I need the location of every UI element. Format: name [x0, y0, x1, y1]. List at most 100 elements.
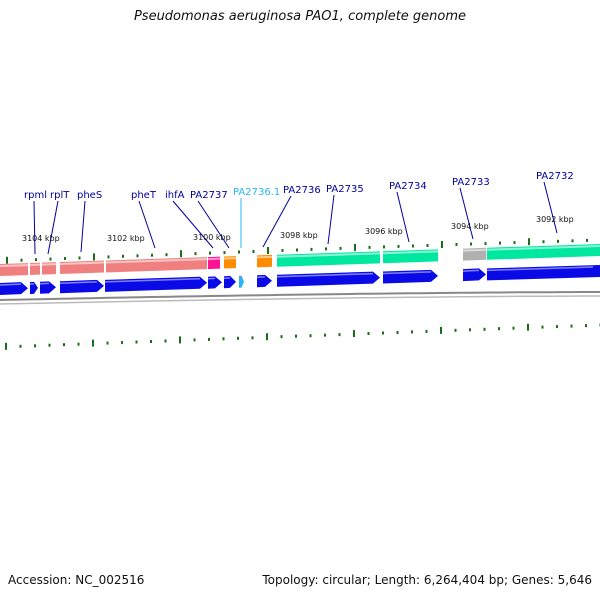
leader-line — [327, 194, 335, 245]
leader-line — [459, 187, 474, 240]
outer-tick — [455, 243, 458, 246]
outer-tick — [180, 250, 182, 258]
outer-tick — [383, 245, 385, 249]
inner-tick — [469, 328, 471, 332]
backbone-arc-inner — [0, 295, 600, 305]
inner-tick — [237, 336, 239, 340]
inner-tick — [454, 328, 457, 332]
feature-highlight — [462, 248, 487, 252]
gene-label: PA2736.1 — [233, 187, 280, 198]
gene-arrow-highlight — [59, 281, 98, 284]
accession-text: Accession: NC_002516 — [8, 573, 145, 587]
scale-labels: 3104 kbp 3102 kbp 3100 kbp 3098 kbp 3096 kbp… — [22, 215, 574, 243]
inner-tick — [324, 333, 326, 337]
gene-label: rpml — [24, 190, 47, 201]
scale-label: 3092 kbp — [536, 215, 574, 224]
outer-tick — [194, 252, 197, 256]
gene-label: PA2736 — [283, 185, 321, 196]
inner-tick — [512, 326, 515, 330]
outer-tick-track — [6, 238, 588, 264]
feature-track — [0, 244, 600, 276]
outer-tick — [136, 254, 139, 258]
inner-tick — [179, 336, 181, 344]
outer-tick — [296, 248, 298, 252]
outer-tick — [49, 257, 52, 261]
gene-label: PA2735 — [326, 184, 364, 195]
inner-tick — [251, 336, 254, 340]
outer-tick — [238, 250, 240, 254]
gene-arrow — [257, 274, 272, 288]
outer-tick — [325, 247, 327, 251]
inner-tick — [63, 343, 65, 347]
outer-tick — [35, 258, 37, 262]
scale-label: 3098 kbp — [280, 231, 318, 240]
outer-tick — [93, 253, 95, 261]
outer-tick — [397, 244, 400, 248]
outer-tick — [354, 243, 356, 251]
inner-tick — [135, 340, 138, 344]
inner-tick — [440, 326, 442, 334]
outer-tick — [557, 239, 559, 243]
scale-label: 3096 kbp — [365, 227, 403, 236]
inner-tick — [34, 344, 36, 348]
outer-tick — [542, 240, 545, 244]
map-title: Pseudomonas aeruginosa PAO1, complete ge… — [133, 9, 467, 24]
outer-tick — [107, 255, 110, 259]
inner-tick — [498, 327, 500, 331]
outer-tick — [122, 254, 124, 258]
inner-tick-track — [5, 323, 600, 350]
inner-tick — [483, 327, 486, 331]
backbone — [0, 291, 600, 305]
inner-tick — [338, 333, 341, 337]
outer-tick — [368, 245, 371, 249]
outer-tick — [339, 246, 342, 250]
inner-tick — [48, 343, 51, 347]
feature-highlight — [486, 245, 600, 251]
gene-arrow — [208, 276, 222, 289]
inner-tick — [527, 323, 529, 331]
outer-tick — [528, 238, 530, 246]
inner-tick — [570, 324, 573, 328]
outer-tick — [412, 244, 414, 248]
inner-tick — [585, 324, 587, 328]
outer-tick — [64, 257, 66, 260]
inner-tick — [396, 331, 399, 334]
outer-tick — [470, 242, 472, 246]
leader-line — [47, 200, 59, 255]
outer-tick — [571, 239, 574, 243]
inner-tick — [193, 338, 196, 342]
inner-tick — [411, 330, 413, 334]
scale-label: 3104 kbp — [22, 234, 60, 243]
gene-label: ihfA — [165, 190, 185, 201]
inner-tick — [556, 325, 558, 329]
inner-tick — [382, 331, 384, 335]
feature-highlight — [382, 250, 439, 255]
inner-tick — [121, 341, 123, 345]
gene-label: pheT — [131, 190, 157, 201]
inner-tick — [295, 334, 297, 338]
feature-highlight — [105, 258, 208, 264]
scale-label: 3102 kbp — [107, 234, 145, 243]
gene-labels: rpml rplT pheS pheT ihfA PA2737 PA2736.1 PA2736… — [24, 171, 574, 201]
inner-tick — [106, 341, 109, 345]
inner-tick — [92, 339, 94, 347]
feature-highlight — [0, 264, 29, 267]
leader-line — [80, 200, 86, 253]
gene-arrow-highlight — [276, 272, 374, 278]
outer-tick — [78, 256, 81, 260]
inner-tick — [164, 339, 167, 343]
backbone-arc-outer — [0, 291, 600, 301]
gene-arrow — [30, 281, 38, 295]
inner-tick — [353, 330, 355, 338]
gene-label: PA2734 — [389, 181, 427, 192]
label-leader-lines — [33, 181, 558, 255]
gene-label: PA2737 — [190, 190, 228, 201]
gene-arrow-highlight — [0, 283, 22, 286]
outer-tick — [223, 251, 226, 255]
outer-tick — [441, 241, 443, 248]
leader-line — [396, 191, 410, 243]
inner-tick — [77, 342, 80, 346]
feature-highlight — [276, 252, 381, 258]
inner-tick — [208, 337, 210, 341]
gene-arrow-track — [0, 265, 600, 295]
